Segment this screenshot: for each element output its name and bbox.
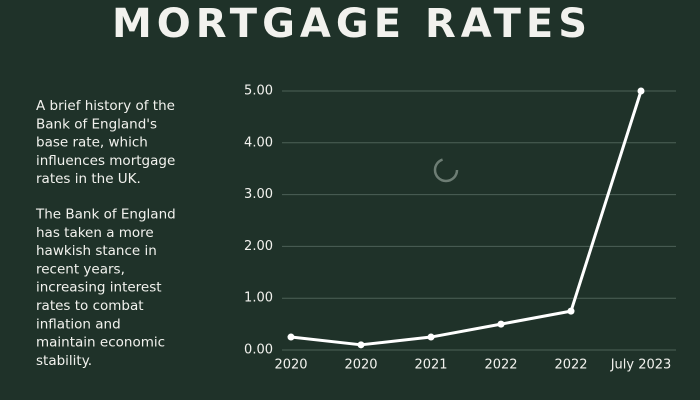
description-line: increasing interest xyxy=(36,280,162,296)
x-tick-label: 2020 xyxy=(274,358,307,373)
y-tick-label: 2.00 xyxy=(244,239,273,254)
description-line: hawkish stance in xyxy=(36,243,157,259)
description-line: rates to combat xyxy=(36,298,144,314)
y-tick-label: 1.00 xyxy=(244,291,273,306)
description-line: base rate, which xyxy=(36,135,148,151)
x-tick-label: 2021 xyxy=(414,358,447,373)
loading-spinner xyxy=(433,157,459,183)
description-line: rates in the UK. xyxy=(36,171,141,187)
point xyxy=(637,87,645,95)
description-line: influences mortgage xyxy=(36,153,175,169)
description-line: has taken a more xyxy=(36,225,154,241)
description-line: Bank of England's xyxy=(36,116,157,132)
chart-title: MORTGAGE RATES xyxy=(112,1,592,47)
point xyxy=(357,341,365,349)
description-line: A brief history of the xyxy=(36,98,175,114)
line xyxy=(290,90,643,347)
description-line: recent years, xyxy=(36,261,125,277)
description-line: The Bank of England xyxy=(35,207,176,223)
x-tick-label: 2022 xyxy=(484,358,517,373)
description-line: stability. xyxy=(36,353,92,369)
x-tick-label: 2020 xyxy=(344,358,377,373)
y-tick-label: 5.00 xyxy=(244,84,273,99)
point xyxy=(427,333,435,341)
y-tick-label: 0.00 xyxy=(244,343,273,358)
point xyxy=(567,307,575,315)
description-line: inflation and xyxy=(36,316,121,332)
point xyxy=(287,333,295,341)
x-tick-label: July 2023 xyxy=(610,358,672,373)
point xyxy=(497,320,505,328)
y-tick-label: 3.00 xyxy=(244,187,273,202)
y-tick-label: 4.00 xyxy=(244,135,273,150)
x-tick-label: 2022 xyxy=(554,358,587,373)
description-line: maintain economic xyxy=(36,335,165,351)
